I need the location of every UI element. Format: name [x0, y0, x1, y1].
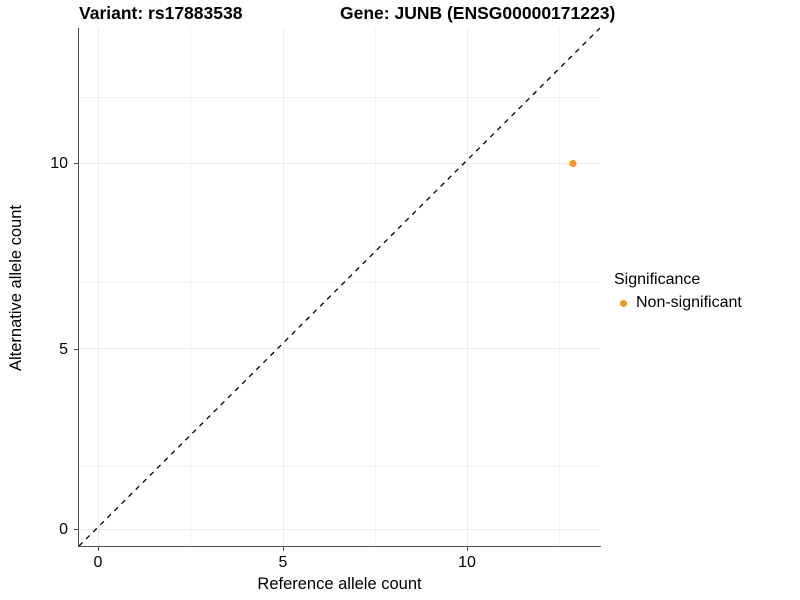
- x-tick-label-10: 10: [458, 554, 476, 571]
- legend-item-non-significant[interactable]: Non-significant: [614, 292, 742, 314]
- legend: Significance Non-significant: [614, 270, 742, 314]
- plot-canvas: [79, 28, 600, 546]
- legend-dot-icon: [620, 300, 627, 307]
- y-tick-mark-5: [74, 349, 78, 350]
- identity-reference-line: [79, 28, 600, 546]
- x-axis-label: Reference allele count: [257, 575, 422, 593]
- grid-major-horizontal: [79, 163, 600, 530]
- x-tick-mark-5: [283, 547, 284, 551]
- data-point[interactable]: [569, 159, 577, 168]
- legend-title: Significance: [614, 271, 701, 288]
- y-tick-mark-10: [74, 163, 78, 164]
- x-tick-mark-0: [98, 547, 99, 551]
- x-tick-mark-10: [467, 547, 468, 551]
- y-tick-label-0: 0: [59, 521, 68, 538]
- page-title-variant: Variant: rs17883538: [79, 3, 243, 23]
- grid-minor-horizontal: [79, 97, 600, 467]
- legend-item-label: Non-significant: [636, 294, 742, 311]
- x-tick-label-5: 5: [278, 554, 288, 571]
- title-row: Variant: rs17883538 Gene: JUNB (ENSG0000…: [0, 0, 800, 28]
- legend-key: [614, 293, 634, 313]
- page-title-gene: Gene: JUNB (ENSG00000171223): [340, 3, 616, 23]
- y-axis-line: [78, 28, 79, 547]
- x-tick-label-0: 0: [93, 554, 103, 571]
- y-axis-label: Alternative allele count: [7, 205, 25, 372]
- x-axis-line: [78, 546, 601, 547]
- y-tick-label-5: 5: [59, 341, 68, 358]
- y-tick-label-10: 10: [50, 155, 68, 172]
- y-tick-mark-0: [74, 529, 78, 530]
- grid-minor-vertical: [190, 28, 560, 546]
- grid-major-vertical: [98, 28, 468, 546]
- plot-panel: [79, 28, 600, 546]
